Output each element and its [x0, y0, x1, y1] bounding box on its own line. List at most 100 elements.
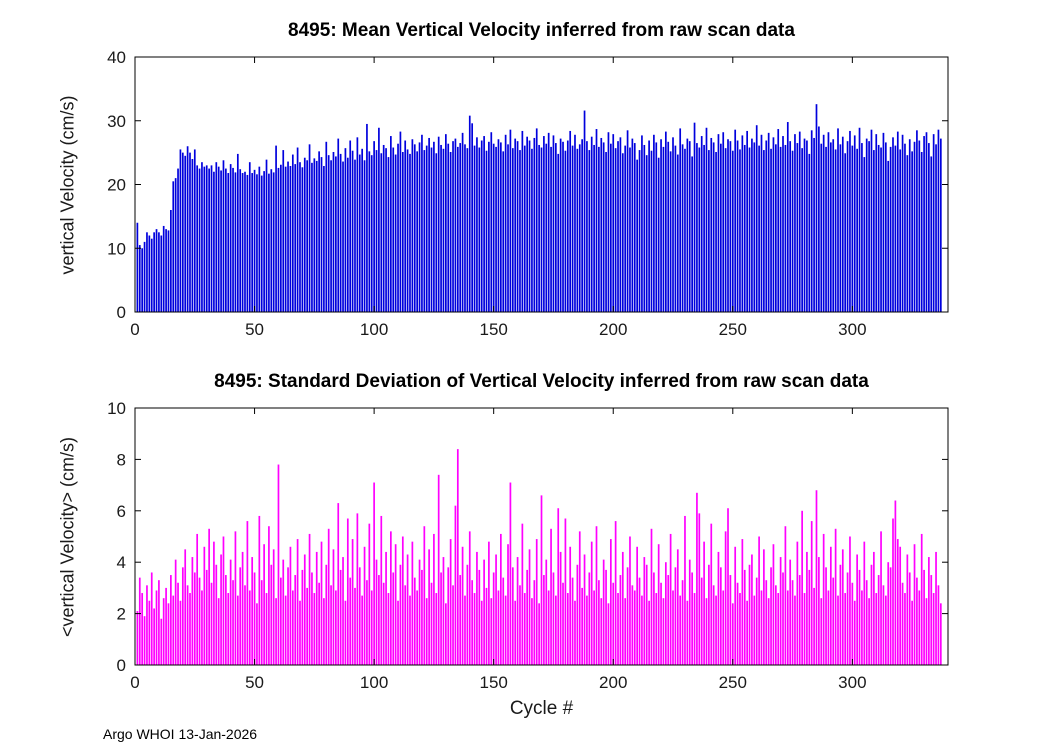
bar: [456, 449, 459, 665]
bar: [528, 140, 531, 312]
bar: [210, 582, 213, 665]
bar: [421, 569, 423, 665]
bar: [272, 172, 275, 312]
x-tick-label: 200: [599, 320, 627, 339]
bar: [669, 533, 672, 665]
x-tick-label: 300: [838, 320, 866, 339]
bar: [755, 125, 758, 313]
bar: [743, 569, 746, 665]
stddev-plot-bars: [136, 449, 942, 665]
bar: [153, 608, 155, 665]
bar: [868, 141, 870, 312]
bar: [370, 590, 373, 665]
bar: [798, 131, 801, 312]
bar: [339, 569, 342, 665]
bar: [808, 569, 811, 665]
bar: [138, 245, 141, 312]
bar: [382, 582, 385, 665]
bar: [839, 564, 842, 665]
bar: [528, 549, 531, 665]
bar: [282, 559, 285, 665]
bar: [700, 577, 703, 665]
bar: [346, 518, 349, 665]
bar: [586, 595, 588, 665]
bar: [246, 521, 249, 665]
bar: [801, 510, 803, 665]
bar: [342, 161, 344, 312]
bar: [755, 577, 758, 665]
bar: [217, 166, 220, 312]
bar: [301, 569, 304, 665]
bar: [291, 154, 294, 312]
bar: [825, 567, 827, 665]
bar: [270, 169, 273, 312]
bar: [399, 564, 402, 665]
bar: [411, 541, 414, 665]
bar: [425, 598, 428, 665]
bar: [710, 523, 713, 665]
bar: [693, 122, 696, 312]
bar: [798, 575, 801, 665]
bar: [645, 564, 648, 665]
bar: [598, 580, 600, 665]
bar: [559, 551, 562, 665]
bar: [268, 526, 270, 665]
bar: [454, 138, 457, 312]
bar: [849, 536, 851, 665]
bar: [323, 598, 325, 665]
bar: [244, 585, 246, 665]
bar: [648, 600, 650, 665]
bar: [662, 598, 665, 665]
bar: [497, 590, 500, 665]
bar: [598, 146, 600, 312]
bar: [786, 122, 789, 312]
bar: [906, 554, 909, 665]
bar: [636, 159, 638, 312]
x-tick-label: 0: [130, 320, 139, 339]
bar: [557, 508, 560, 665]
stddev-ylabel: <vertical Velocity> (cm/s): [57, 436, 78, 638]
bar: [449, 151, 452, 312]
bar: [337, 503, 340, 665]
bar: [373, 482, 375, 665]
bar: [724, 148, 727, 312]
bar: [887, 160, 890, 312]
bar: [335, 156, 337, 312]
bar: [913, 141, 916, 312]
bar: [631, 585, 634, 665]
bar: [772, 137, 775, 312]
bar: [275, 598, 277, 665]
bar: [791, 150, 794, 312]
bar: [581, 139, 583, 312]
bar: [265, 593, 268, 665]
bar: [865, 580, 868, 665]
bar: [588, 572, 591, 665]
bar: [691, 572, 693, 665]
x-tick-label: 250: [719, 673, 747, 692]
bar: [447, 143, 450, 312]
bar: [406, 149, 409, 312]
bar: [861, 143, 863, 312]
bar: [368, 151, 371, 312]
bar: [543, 575, 545, 665]
bar: [626, 130, 629, 312]
bar: [464, 144, 466, 312]
bar: [861, 590, 863, 665]
bar: [208, 168, 210, 312]
bar: [650, 150, 653, 312]
bar: [813, 587, 815, 665]
bar: [908, 572, 911, 665]
bar: [500, 533, 502, 665]
bar: [136, 611, 139, 665]
bar: [758, 536, 760, 665]
bar: [366, 580, 368, 665]
bar: [700, 136, 703, 312]
bar: [739, 593, 741, 665]
bar: [767, 598, 770, 665]
bar: [167, 230, 170, 312]
bar: [215, 564, 218, 665]
bar: [406, 554, 409, 665]
bar: [504, 134, 507, 312]
bar: [920, 151, 923, 312]
